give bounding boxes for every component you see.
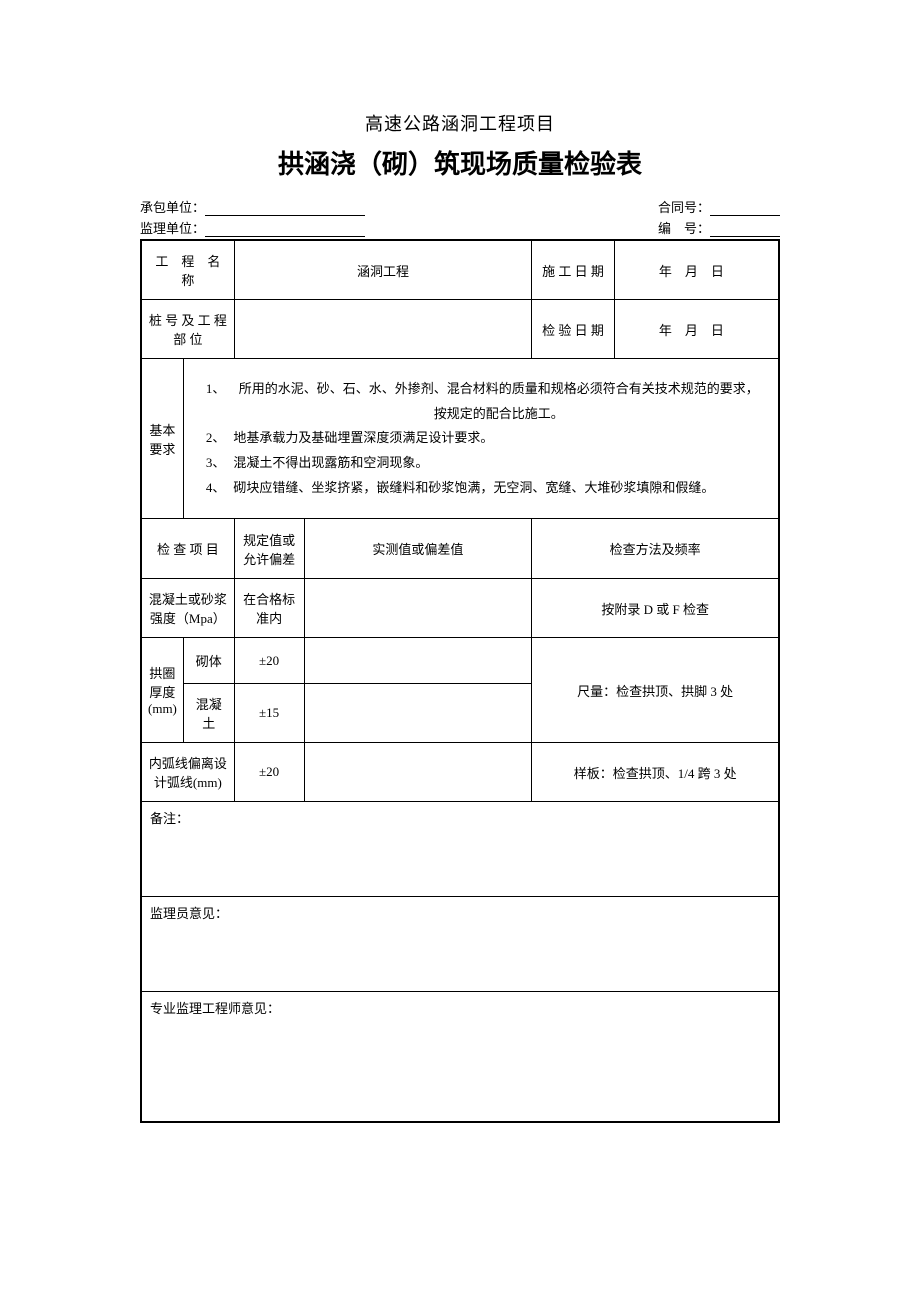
- strength-row: 混凝土或砂浆强度（Mpa） 在合格标准内 按附录 D 或 F 检查: [141, 579, 779, 638]
- masonry-measured[interactable]: [304, 638, 532, 684]
- pile-label: 桩 号 及 工 程 部 位: [141, 300, 234, 359]
- inner-arc-row: 内弧线偏离设计弧线(mm) ±20 样板：检查拱顶、1/4 跨 3 处: [141, 743, 779, 802]
- serial-no-label: 编 号：: [658, 221, 710, 236]
- contract-no-input[interactable]: [710, 203, 780, 216]
- req-num-2: 2、: [206, 426, 226, 451]
- concrete-label: 混凝土: [183, 684, 234, 743]
- req-num-1: 1、: [206, 377, 226, 426]
- header-info: 承包单位： 监理单位： 合同号： 编 号：: [140, 197, 780, 237]
- req-num-3: 3、: [206, 451, 226, 476]
- check-spec-header: 规定值或允许偏差: [234, 519, 304, 579]
- concrete-measured[interactable]: [304, 684, 532, 743]
- req-text-1: 所用的水泥、砂、石、水、外掺剂、混合材料的质量和规格必须符合有关技术规范的要求，…: [233, 377, 764, 426]
- check-measured-header: 实测值或偏差值: [304, 519, 532, 579]
- project-row: 工 程 名 称 涵洞工程 施 工 日 期 年 月 日: [141, 240, 779, 300]
- req-text-4: 砌块应错缝、坐浆挤紧，嵌缝料和砂浆饱满，无空洞、宽缝、大堆砂浆填隙和假缝。: [233, 476, 714, 501]
- inspection-date-label: 检 验 日 期: [532, 300, 614, 359]
- req-text-3: 混凝土不得出现露筋和空洞现象。: [233, 451, 428, 476]
- inner-arc-method: 样板：检查拱顶、1/4 跨 3 处: [532, 743, 779, 802]
- strength-label: 混凝土或砂浆强度（Mpa）: [141, 579, 234, 638]
- contractor-input[interactable]: [205, 203, 365, 216]
- concrete-spec: ±15: [234, 684, 304, 743]
- contractor-line: 承包单位：: [140, 197, 365, 216]
- strength-spec: 在合格标准内: [234, 579, 304, 638]
- check-item-header: 检 查 项 目: [141, 519, 234, 579]
- inner-arc-label: 内弧线偏离设计弧线(mm): [141, 743, 234, 802]
- req-text-2: 地基承载力及基础埋置深度须满足设计要求。: [233, 426, 493, 451]
- arch-method: 尺量：检查拱顶、拱脚 3 处: [532, 638, 779, 743]
- project-name-value: 涵洞工程: [234, 240, 532, 300]
- contractor-label: 承包单位：: [140, 200, 205, 215]
- pile-value[interactable]: [234, 300, 532, 359]
- serial-no-line: 编 号：: [658, 218, 780, 237]
- serial-no-input[interactable]: [710, 224, 780, 237]
- requirements-row: 基本要求 1、所用的水泥、砂、石、水、外掺剂、混合材料的质量和规格必须符合有关技…: [141, 359, 779, 519]
- masonry-label: 砌体: [183, 638, 234, 684]
- project-name-label: 工 程 名 称: [141, 240, 234, 300]
- remark-row: 备注：: [141, 802, 779, 897]
- engineer-opinion-row: 专业监理工程师意见：: [141, 992, 779, 1122]
- page-title: 拱涵浇（砌）筑现场质量检验表: [140, 144, 780, 181]
- main-table: 工 程 名 称 涵洞工程 施 工 日 期 年 月 日 桩 号 及 工 程 部 位…: [140, 239, 780, 1123]
- supervisor-opinion-cell[interactable]: 监理员意见：: [141, 897, 779, 992]
- supervisor-opinion-row: 监理员意见：: [141, 897, 779, 992]
- inspection-date-value[interactable]: 年 月 日: [614, 300, 779, 359]
- remark-cell[interactable]: 备注：: [141, 802, 779, 897]
- inner-arc-measured[interactable]: [304, 743, 532, 802]
- strength-method: 按附录 D 或 F 检查: [532, 579, 779, 638]
- contract-no-line: 合同号：: [658, 197, 780, 216]
- requirements-label: 基本要求: [141, 359, 183, 519]
- masonry-spec: ±20: [234, 638, 304, 684]
- arch-thick-label: 拱圈厚度(mm): [141, 638, 183, 743]
- subtitle: 高速公路涵洞工程项目: [140, 110, 780, 136]
- check-header-row: 检 查 项 目 规定值或允许偏差 实测值或偏差值 检查方法及频率: [141, 519, 779, 579]
- construction-date-label: 施 工 日 期: [532, 240, 614, 300]
- supervisor-label: 监理单位：: [140, 221, 205, 236]
- supervisor-line: 监理单位：: [140, 218, 365, 237]
- req-num-4: 4、: [206, 476, 226, 501]
- masonry-row: 拱圈厚度(mm) 砌体 ±20 尺量：检查拱顶、拱脚 3 处: [141, 638, 779, 684]
- supervisor-input[interactable]: [205, 224, 365, 237]
- inner-arc-spec: ±20: [234, 743, 304, 802]
- construction-date-value[interactable]: 年 月 日: [614, 240, 779, 300]
- pile-row: 桩 号 及 工 程 部 位 检 验 日 期 年 月 日: [141, 300, 779, 359]
- contract-no-label: 合同号：: [658, 200, 710, 215]
- requirements-content: 1、所用的水泥、砂、石、水、外掺剂、混合材料的质量和规格必须符合有关技术规范的要…: [183, 359, 779, 519]
- strength-measured[interactable]: [304, 579, 532, 638]
- check-method-header: 检查方法及频率: [532, 519, 779, 579]
- engineer-opinion-cell[interactable]: 专业监理工程师意见：: [141, 992, 779, 1122]
